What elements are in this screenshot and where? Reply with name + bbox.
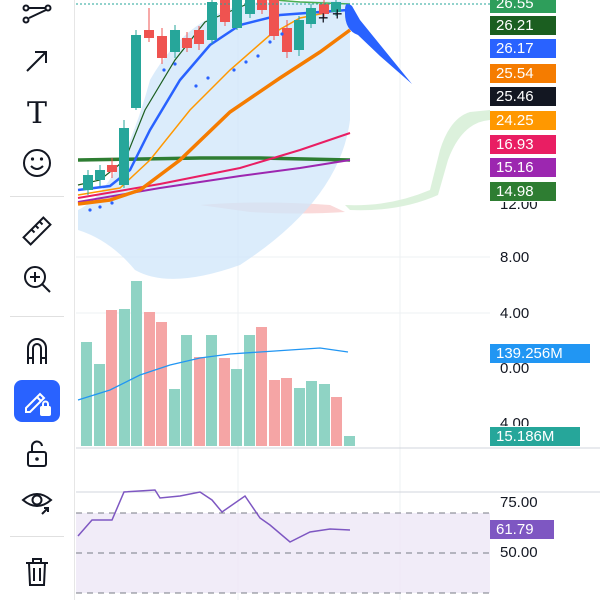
ruler-icon[interactable]: [14, 210, 60, 252]
text-icon[interactable]: T: [14, 92, 60, 134]
candle-body: [331, 2, 341, 12]
volume-bar: [144, 312, 155, 446]
candle-body: [170, 30, 180, 52]
candle-body: [220, 0, 230, 22]
volume-bar: [81, 342, 92, 446]
volume-bar: [194, 357, 205, 446]
candlesticks: [83, 0, 341, 195]
candle-body: [83, 175, 93, 190]
volume-bar: [206, 335, 217, 446]
candle-body: [294, 20, 304, 50]
candle-body: [95, 170, 105, 180]
rsi-value-label: 61.79: [490, 520, 554, 539]
lock-drawing-icon[interactable]: [14, 380, 60, 422]
volume-axis-label-partial: 4.00: [500, 415, 530, 432]
price-axis-label-12: 12.00: [500, 196, 538, 213]
line-tools-icon[interactable]: [14, 0, 60, 34]
arrow-icon[interactable]: [14, 40, 60, 82]
candle-body: [245, 0, 255, 14]
volume-bar: [119, 309, 130, 446]
rsi-band: [76, 513, 490, 593]
drawing-toolbar: T: [0, 0, 75, 600]
magnet-icon[interactable]: [14, 330, 60, 372]
price-axis-label-8: 8.00: [500, 249, 530, 266]
candle-body: [207, 2, 217, 40]
ma-pink: [77, 132, 351, 199]
candle-body: [282, 28, 292, 52]
price-label: 15.16: [490, 158, 556, 177]
volume-ma-line: [77, 347, 349, 401]
candle-body: [257, 0, 267, 10]
volume-bar: [306, 381, 317, 446]
toolbar-divider: [10, 536, 64, 537]
volume-bar: [319, 384, 330, 446]
volume-bar: [131, 281, 142, 446]
volume-bars: [81, 281, 355, 446]
unlock-icon[interactable]: [14, 432, 60, 474]
price-label: 26.17: [490, 39, 556, 58]
svg-text:+: +: [332, 4, 343, 24]
candle-body: [144, 30, 154, 38]
text-tool-glyph: T: [26, 95, 47, 131]
ichimoku-cloud-green: [345, 110, 490, 211]
volume-bar: [294, 388, 305, 446]
volume-bar: [331, 397, 342, 446]
sar-dots: [88, 32, 284, 212]
bollinger-band-fill: [78, 0, 350, 279]
emoji-icon[interactable]: [14, 142, 60, 184]
price-label: 14.98: [490, 182, 556, 201]
volume-bar: [231, 369, 242, 446]
volume-bar: [244, 335, 255, 446]
price-label: 24.25: [490, 111, 556, 130]
candle-body: [269, 0, 279, 36]
chart-canvas[interactable]: + +: [76, 0, 600, 600]
price-label: 26.21: [490, 16, 556, 35]
trash-icon[interactable]: [14, 550, 60, 592]
price-label: 25.54: [490, 64, 556, 83]
volume-bar: [219, 358, 230, 446]
candle-body: [306, 8, 316, 24]
volume-bar: [156, 322, 167, 446]
volume-bar: [269, 380, 280, 446]
volume-bar: [256, 327, 267, 446]
volume-bar: [94, 364, 105, 446]
eye-icon[interactable]: [14, 480, 60, 522]
volume-ma-label: 139.256M: [490, 344, 590, 363]
candle-body: [319, 4, 329, 14]
ma-orange-thick: [77, 28, 352, 206]
volume-bar: [106, 310, 117, 446]
drawn-arrow: [344, 3, 412, 84]
toolbar-divider: [10, 196, 64, 197]
candle-body: [182, 38, 192, 48]
zoom-in-icon[interactable]: [14, 258, 60, 300]
candle-body: [232, 0, 242, 28]
price-label: 16.93: [490, 135, 556, 154]
price-axis-label-4: 4.00: [500, 305, 530, 322]
volume-bar: [181, 335, 192, 446]
candle-body: [194, 30, 204, 44]
volume-bar: [281, 378, 292, 446]
volume-bar: [169, 389, 180, 446]
volume-bar: [344, 436, 355, 446]
candle-body: [119, 128, 129, 185]
candle-body: [131, 35, 141, 108]
svg-text:+: +: [318, 8, 329, 28]
volume-current-label: 15.186M: [490, 427, 580, 446]
ma-green: [77, 156, 351, 162]
price-label: 26.55: [490, 0, 556, 13]
rsi-axis-label-75: 75.00: [500, 494, 538, 511]
volume-axis-label-0: 0.00: [500, 360, 530, 377]
price-label: 25.46: [490, 87, 556, 106]
candle-body: [107, 165, 117, 172]
rsi-line: [77, 489, 351, 543]
candle-body: [157, 36, 167, 58]
toolbar-divider: [10, 316, 64, 317]
rsi-axis-label-50: 50.00: [500, 544, 538, 561]
